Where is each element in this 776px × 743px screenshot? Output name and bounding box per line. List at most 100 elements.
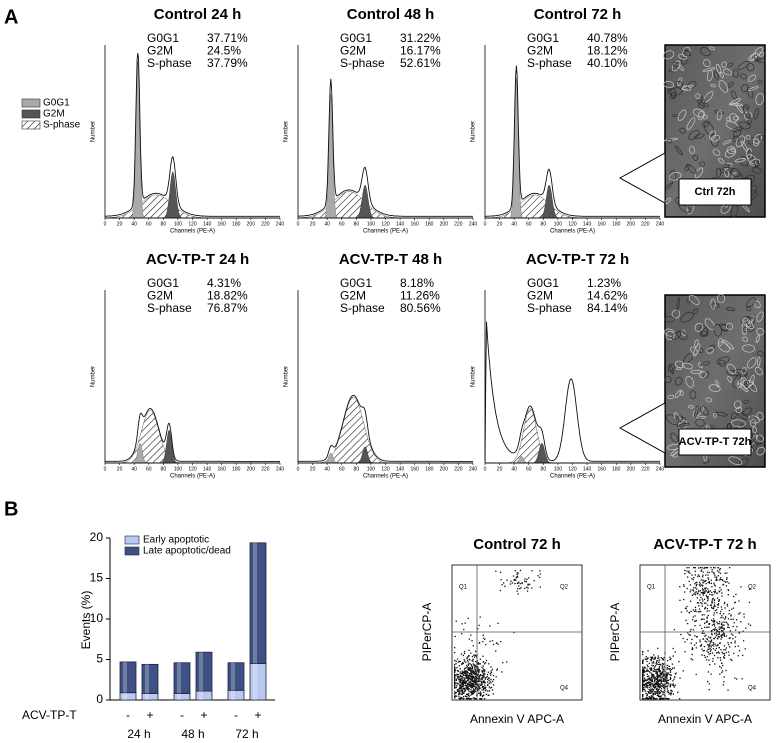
dot: [703, 645, 706, 648]
dot: [661, 668, 663, 670]
dot: [730, 633, 733, 635]
dot: [668, 668, 671, 670]
dot: [658, 686, 661, 689]
dot: [724, 617, 727, 619]
dot: [720, 667, 722, 669]
dot: [717, 657, 719, 659]
dot: [454, 673, 456, 676]
dot: [694, 587, 697, 589]
dot: [649, 683, 652, 685]
dot: [727, 626, 729, 628]
dot: [645, 656, 647, 658]
dot: [642, 685, 644, 687]
dot: [650, 675, 653, 677]
dot: [699, 639, 701, 641]
dot: [656, 682, 658, 684]
dot: [455, 691, 457, 694]
cell: [702, 114, 708, 120]
dot: [652, 673, 654, 676]
cell: [686, 117, 696, 131]
dot: [650, 656, 652, 658]
dot: [499, 571, 502, 573]
dot: [712, 657, 714, 660]
dot: [454, 684, 456, 686]
dot: [646, 681, 648, 684]
cell: [754, 366, 763, 376]
dot: [706, 644, 709, 646]
dot: [662, 659, 664, 661]
dot: [466, 684, 469, 686]
dot: [477, 662, 479, 665]
dot: [475, 672, 477, 674]
bar-segment: [195, 690, 213, 701]
dot: [654, 665, 657, 667]
cell: [663, 81, 675, 88]
dot: [483, 680, 485, 682]
cell: [731, 90, 737, 100]
dot: [705, 641, 708, 643]
x-tick-label: +: [200, 708, 207, 722]
dot: [459, 673, 461, 675]
histogram-outline: [105, 52, 280, 217]
dot: [473, 673, 475, 675]
dot: [724, 607, 726, 609]
cell: [716, 109, 723, 121]
dot: [725, 585, 728, 587]
legend-label: G2M: [43, 109, 65, 120]
dot: [455, 695, 458, 697]
photo-caption-box: [678, 428, 752, 456]
dot: [720, 635, 722, 638]
dot: [724, 601, 726, 603]
dot: [716, 609, 718, 611]
dot: [660, 695, 662, 697]
dot: [467, 656, 469, 658]
dot: [482, 634, 484, 637]
dot: [466, 666, 469, 668]
y-axis-label: Number: [91, 121, 97, 142]
dot: [666, 688, 669, 690]
cell: [690, 369, 703, 374]
dot: [457, 670, 460, 672]
dot: [471, 667, 474, 669]
dot: [709, 652, 711, 655]
dot: [471, 665, 473, 667]
dot: [643, 671, 646, 673]
dot: [723, 645, 726, 647]
dot: [471, 659, 473, 662]
dot: [470, 634, 472, 636]
cell: [758, 134, 765, 141]
x-tick-label: 220: [261, 466, 270, 472]
y-axis-label: Events (%): [79, 591, 93, 650]
stat-name: G2M: [527, 289, 553, 303]
dot: [492, 643, 495, 646]
dot: [703, 598, 706, 601]
dot: [735, 619, 738, 621]
dot: [674, 676, 676, 678]
stat-value: 76.87%: [207, 301, 248, 315]
dot: [467, 686, 469, 688]
dot: [725, 621, 728, 624]
dot: [642, 677, 644, 679]
dot: [656, 690, 659, 692]
dot: [683, 584, 685, 586]
histogram-title: Control 48 h: [347, 6, 435, 23]
dot: [716, 570, 719, 572]
dot: [728, 613, 730, 615]
dot: [650, 691, 653, 693]
dot: [472, 680, 474, 683]
dot: [476, 660, 479, 662]
dot: [454, 693, 456, 695]
dot: [459, 698, 461, 700]
dot: [457, 691, 459, 693]
dot: [455, 695, 457, 697]
dot: [467, 692, 470, 695]
dot: [463, 680, 465, 682]
x-tick-label: 80: [161, 221, 167, 227]
dot: [458, 665, 461, 667]
dot: [703, 592, 706, 594]
dot: [700, 602, 702, 604]
dot: [467, 697, 470, 699]
dot: [706, 610, 708, 612]
dot: [644, 679, 646, 682]
x-tick-label: 240: [469, 221, 478, 227]
